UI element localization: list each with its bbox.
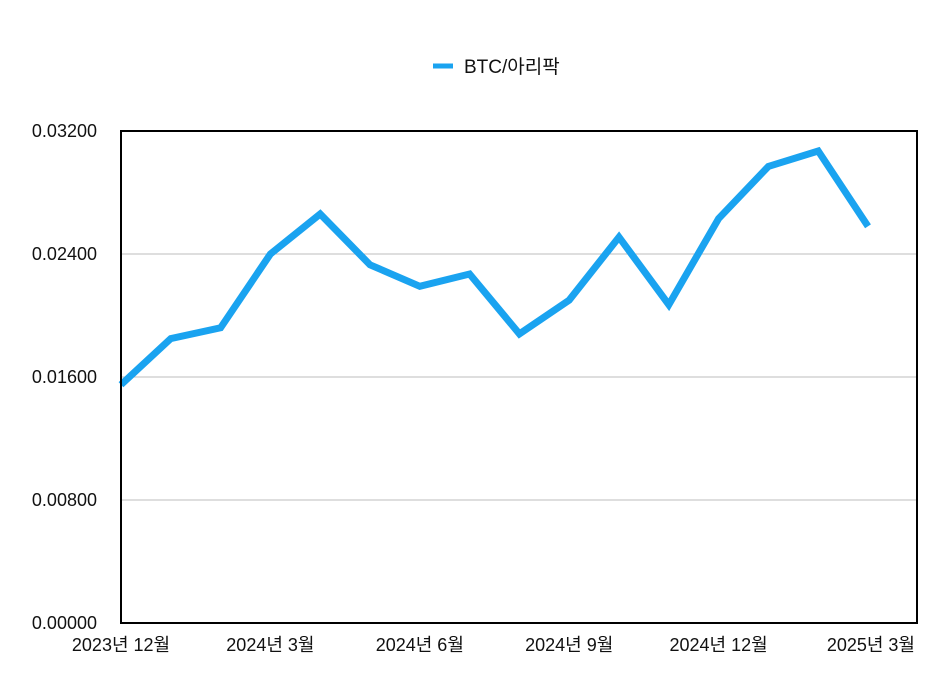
x-tick-label: 2023년 12월 xyxy=(72,635,170,655)
series-line xyxy=(118,146,871,388)
x-axis-ticks: 2023년 12월 2024년 3월 2024년 6월 2024년 9월 2024년 1… xyxy=(72,635,915,655)
chart-legend: BTC/아리팍 xyxy=(433,56,560,78)
x-tick-label: 2024년 6월 xyxy=(376,635,464,655)
y-tick-label: 0.01600 xyxy=(32,367,97,387)
x-tick-label: 2024년 12월 xyxy=(670,635,768,655)
plot-area-frame xyxy=(120,130,918,624)
gridlines xyxy=(121,253,917,501)
series-lines xyxy=(118,146,871,388)
y-axis-ticks: 0.00000 0.00800 0.01600 0.02400 0.03200 xyxy=(32,121,97,633)
y-tick-label: 0.00800 xyxy=(32,490,97,510)
x-tick-label: 2024년 9월 xyxy=(525,635,613,655)
x-tick-label: 2025년 3월 xyxy=(827,635,915,655)
x-tick-label: 2024년 3월 xyxy=(226,635,314,655)
y-tick-label: 0.02400 xyxy=(32,244,97,264)
y-tick-label: 0.03200 xyxy=(32,121,97,141)
legend-label: BTC/아리팍 xyxy=(464,56,560,78)
y-tick-label: 0.00000 xyxy=(32,613,97,633)
